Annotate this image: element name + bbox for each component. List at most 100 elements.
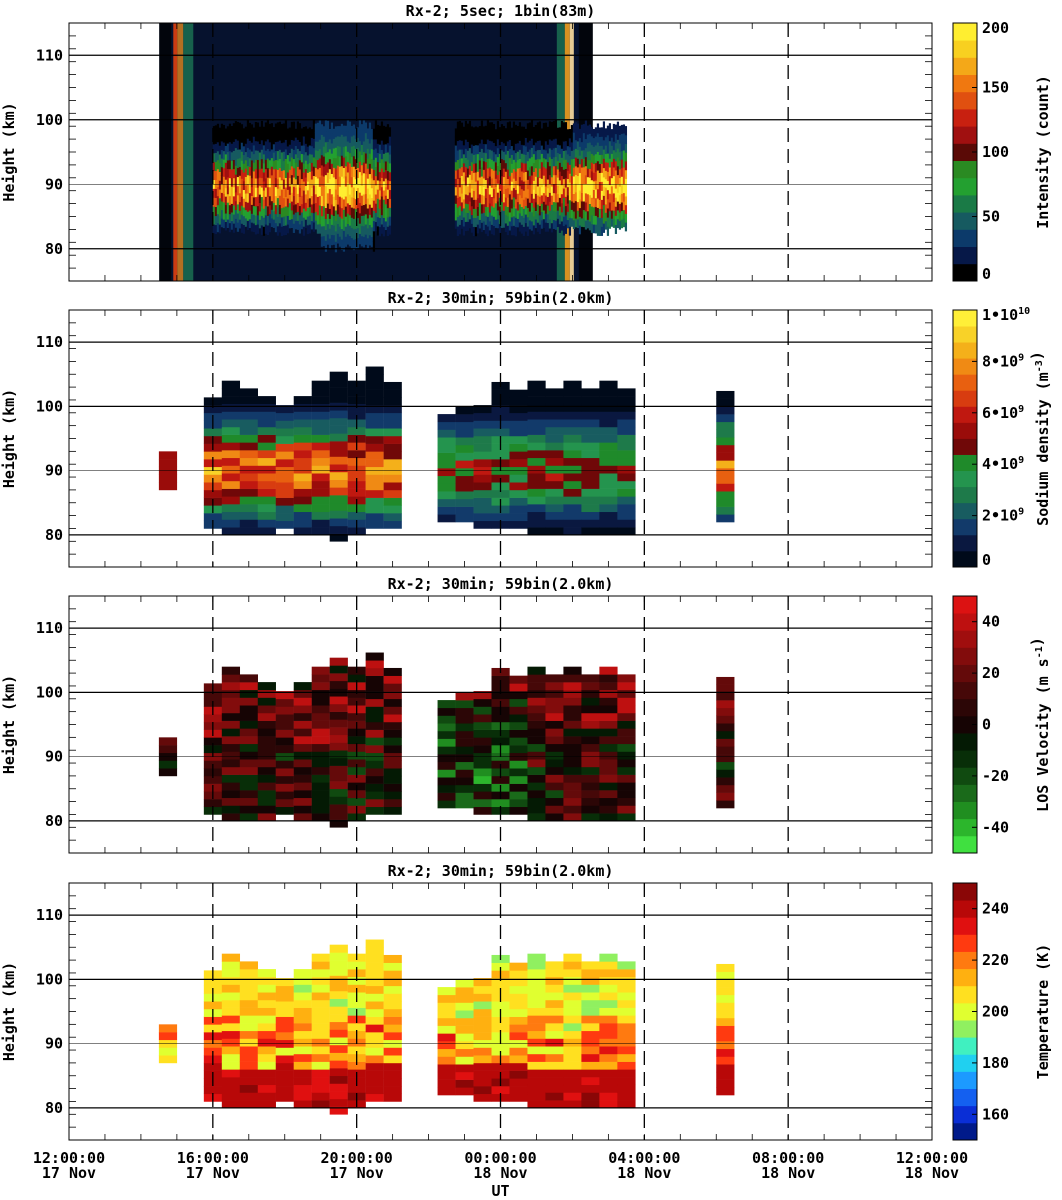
intensity-bin xyxy=(534,176,538,186)
intensity-bin xyxy=(462,171,466,182)
intensity-bin xyxy=(290,121,294,132)
data-cell xyxy=(311,496,330,505)
intensity-bin xyxy=(524,137,528,147)
data-cell xyxy=(383,1062,402,1071)
intensity-bin xyxy=(368,163,372,175)
intensity-bin xyxy=(296,148,300,158)
data-cell xyxy=(599,480,618,489)
intensity-bin xyxy=(578,198,582,209)
intensity-bin xyxy=(276,188,280,199)
data-cell xyxy=(293,1069,312,1078)
intensity-bin xyxy=(294,137,298,146)
intensity-bin xyxy=(560,166,564,177)
intensity-bin xyxy=(528,193,532,203)
intensity-bin xyxy=(568,208,572,218)
intensity-bin xyxy=(332,128,336,139)
intensity-bin xyxy=(286,180,290,190)
data-cell xyxy=(221,953,241,962)
data-cell xyxy=(437,437,456,446)
data-cell xyxy=(365,729,384,738)
intensity-bin xyxy=(272,202,276,212)
intensity-bin xyxy=(322,126,326,137)
intensity-bin xyxy=(572,184,576,194)
intensity-bin xyxy=(476,162,480,172)
intensity-bin xyxy=(518,212,522,223)
x-tick-time: 12:00:00 xyxy=(896,1149,968,1167)
intensity-bin xyxy=(354,178,358,190)
intensity-bin xyxy=(536,131,540,142)
data-cell xyxy=(311,813,330,822)
intensity-bin xyxy=(320,185,324,196)
intensity-bin xyxy=(528,219,532,230)
intensity-bin xyxy=(246,138,250,148)
intensity-bin xyxy=(460,184,464,194)
data-cell xyxy=(293,969,312,978)
data-cell xyxy=(383,505,402,514)
intensity-bin xyxy=(476,136,480,146)
data-cell xyxy=(275,1070,294,1079)
intensity-bin xyxy=(616,192,620,202)
intensity-bin xyxy=(550,195,554,205)
intensity-bin xyxy=(382,171,386,182)
intensity-bin xyxy=(490,177,494,188)
data-cell xyxy=(383,435,402,444)
intensity-bin xyxy=(584,147,588,158)
data-cell xyxy=(716,1025,735,1034)
intensity-bin xyxy=(274,141,278,152)
intensity-bin xyxy=(290,165,294,176)
data-cell xyxy=(509,721,528,730)
data-cell xyxy=(527,674,546,683)
intensity-bin xyxy=(308,197,312,208)
data-cell xyxy=(293,457,312,466)
intensity-bin xyxy=(546,187,550,197)
intensity-bin xyxy=(580,150,584,160)
intensity-bin xyxy=(280,216,284,227)
colorbar-tick-label: 220 xyxy=(982,951,1009,969)
data-cell xyxy=(473,1062,492,1071)
intensity-bin xyxy=(564,131,568,142)
intensity-bin xyxy=(502,210,506,220)
data-cell xyxy=(545,751,564,760)
intensity-bin xyxy=(318,176,322,187)
colorbar-swatch xyxy=(953,767,977,785)
intensity-bin xyxy=(522,126,526,137)
intensity-bin xyxy=(226,160,230,169)
intensity-bin xyxy=(252,153,256,163)
data-cell xyxy=(599,689,618,698)
data-cell xyxy=(545,473,564,482)
intensity-bin xyxy=(236,222,240,232)
intensity-bin xyxy=(528,122,532,132)
data-cell xyxy=(293,999,312,1008)
data-cell xyxy=(365,1016,384,1025)
intensity-bin xyxy=(308,171,312,181)
data-cell xyxy=(509,706,528,715)
intensity-bin xyxy=(516,201,520,211)
colorbar-swatch xyxy=(953,550,977,568)
intensity-bin xyxy=(228,195,232,206)
intensity-bin xyxy=(466,221,470,231)
intensity-bin xyxy=(582,166,586,176)
data-cell xyxy=(257,1007,276,1016)
intensity-bin xyxy=(288,186,292,195)
intensity-bin xyxy=(348,183,352,195)
intensity-bin xyxy=(504,197,508,207)
intensity-bin xyxy=(492,216,496,227)
intensity-bin xyxy=(502,134,506,144)
data-cell xyxy=(599,1015,618,1024)
intensity-bin xyxy=(590,170,594,181)
intensity-bin xyxy=(350,166,354,178)
data-cell xyxy=(275,698,294,707)
intensity-bin xyxy=(546,179,550,189)
data-cell xyxy=(473,497,492,506)
data-cell xyxy=(221,450,241,459)
data-cell xyxy=(221,496,241,505)
intensity-bin xyxy=(488,211,492,222)
intensity-bin xyxy=(550,121,554,132)
intensity-bin xyxy=(492,142,496,153)
data-cell xyxy=(239,984,258,993)
data-cell xyxy=(311,797,330,806)
data-cell xyxy=(599,728,618,737)
data-cell xyxy=(473,451,492,460)
data-cell xyxy=(563,774,582,783)
data-cell xyxy=(239,728,258,737)
